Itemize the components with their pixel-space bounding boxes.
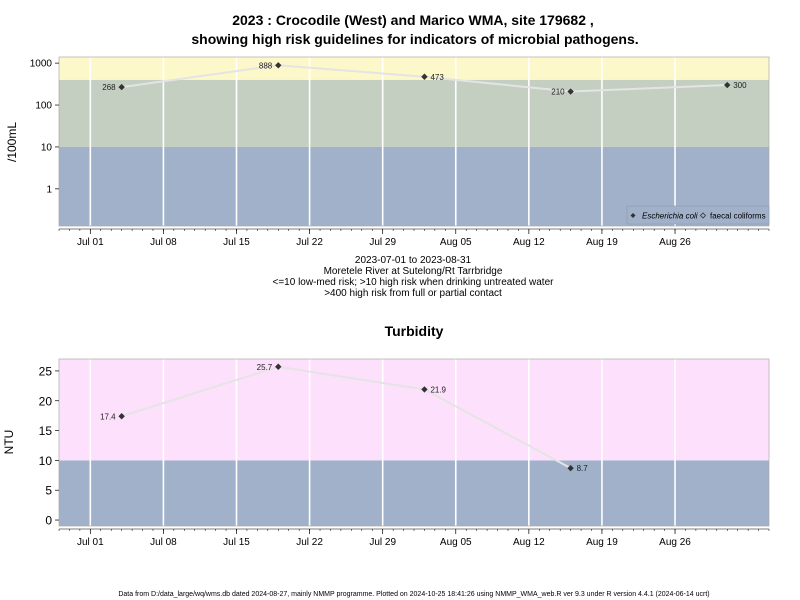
- chart1-ytick-label-2: 100: [35, 101, 52, 112]
- chart1-data-label: 210: [551, 88, 565, 97]
- chart1-data-label: 300: [733, 81, 747, 90]
- chart2-xtick-label-4: Jul 29: [369, 537, 396, 548]
- chart1-ytick-label-3: 1000: [30, 59, 53, 70]
- chart1-xtick-label-1: Jul 08: [150, 237, 177, 248]
- chart2-data-label: 21.9: [430, 385, 446, 394]
- chart2-frame: [58, 358, 770, 527]
- legend-faecal-marker: [699, 212, 707, 219]
- chart1-ytick-label-0: 1: [46, 184, 52, 195]
- chart1-subtitle-date-range: 2023-07-01 to 2023-08-31: [355, 255, 472, 266]
- chart2-xtick-label-2: Jul 15: [223, 537, 250, 548]
- chart2-band-1: [59, 359, 769, 461]
- chart2-xtick-label-3: Jul 22: [296, 537, 323, 548]
- chart2-ytick-label-3: 15: [39, 424, 53, 438]
- chart1-data-label: 888: [259, 61, 273, 70]
- chart2-ytick-label-4: 20: [39, 394, 53, 408]
- chart1-data-point: [724, 81, 731, 89]
- chart2-data-label: 17.4: [100, 412, 116, 421]
- chart2-ytick-label-2: 10: [39, 454, 53, 468]
- chart2-title: Turbidity: [385, 323, 444, 339]
- chart2-xtick-label-8: Aug 26: [659, 537, 691, 548]
- chart1-frame: [58, 56, 770, 227]
- chart1-plot-panel: 1 10 100 1000 Jul 01 Jul 08 Jul 15 Jul 22 Jul 29…: [30, 56, 770, 248]
- chart1-data-point: [421, 73, 428, 80]
- legend-ecoli-marker: [630, 213, 636, 218]
- chart2-xtick-label-6: Aug 12: [513, 537, 545, 548]
- chart2-xtick-label-5: Aug 05: [440, 537, 472, 548]
- chart2-xtick-label-7: Aug 19: [586, 537, 618, 548]
- chart1-subtitle-risk-contact: >400 high risk from full or partial cont…: [324, 288, 502, 299]
- chart1-xtick-label-0: Jul 01: [77, 237, 104, 248]
- chart2-ytick-label-0: 0: [45, 514, 52, 528]
- chart1-data-point: [275, 62, 282, 69]
- chart2-ytick-label-1: 5: [45, 484, 52, 498]
- chart1-xtick-label-4: Jul 29: [369, 237, 396, 248]
- chart1-band-1: [59, 79, 769, 147]
- chart1-data-point: [567, 88, 574, 95]
- chart1-xtick-label-7: Aug 19: [586, 237, 618, 248]
- footer-note: Data from D:/data_large/wq/wms.db dated …: [118, 591, 709, 598]
- chart1-title-line2: showing high risk guidelines for indicat…: [191, 31, 638, 47]
- chart1-xtick-label-3: Jul 22: [296, 237, 323, 248]
- chart1-xtick-label-8: Aug 26: [659, 237, 691, 248]
- chart1-ytick-label-1: 10: [41, 142, 53, 153]
- chart2-data-point: [421, 386, 428, 393]
- chart2-data-point: [275, 363, 282, 370]
- chart1-legend: Escherichia coli faecal coliforms: [626, 205, 770, 225]
- chart1-xtick-label-6: Aug 12: [513, 237, 545, 248]
- chart2-data-label: 8.7: [577, 464, 589, 473]
- chart1-data-point: [118, 83, 125, 91]
- legend-ecoli-label: Escherichia coli: [642, 212, 698, 221]
- chart2-data-point: [567, 464, 574, 472]
- chart2-xtick-label-0: Jul 01: [77, 537, 104, 548]
- chart1-y-axis-label: /100mL: [5, 122, 19, 162]
- legend-faecal-label: faecal coliforms: [710, 212, 766, 221]
- chart1-data-label: 268: [102, 83, 116, 92]
- chart2-y-axis-label: NTU: [2, 430, 16, 455]
- chart2-xtick-label-1: Jul 08: [150, 537, 177, 548]
- chart1-title-line1: 2023 : Crocodile (West) and Marico WMA, …: [232, 12, 594, 28]
- chart2-ytick-label-5: 25: [39, 364, 53, 378]
- chart1-subtitle-site: Moretele River at Sutelong/Rt Tarrbridge: [324, 266, 503, 277]
- chart2-series-line: [121, 365, 572, 470]
- chart1-xtick-label-2: Jul 15: [223, 237, 250, 248]
- chart2-data-point: [118, 413, 125, 420]
- chart2-band-0: [59, 460, 769, 526]
- chart2-plot-panel: 0 5 10 15 20 25 Jul 01 Jul 08 Jul 15 Jul 22 Jul 29…: [39, 358, 770, 548]
- chart1-data-label: 473: [430, 73, 444, 82]
- chart1-subtitle-risk-drinking: <=10 low-med risk; >10 high risk when dr…: [273, 277, 555, 288]
- chart1-xtick-label-5: Aug 05: [440, 237, 472, 248]
- chart2-data-label: 25.7: [257, 363, 273, 372]
